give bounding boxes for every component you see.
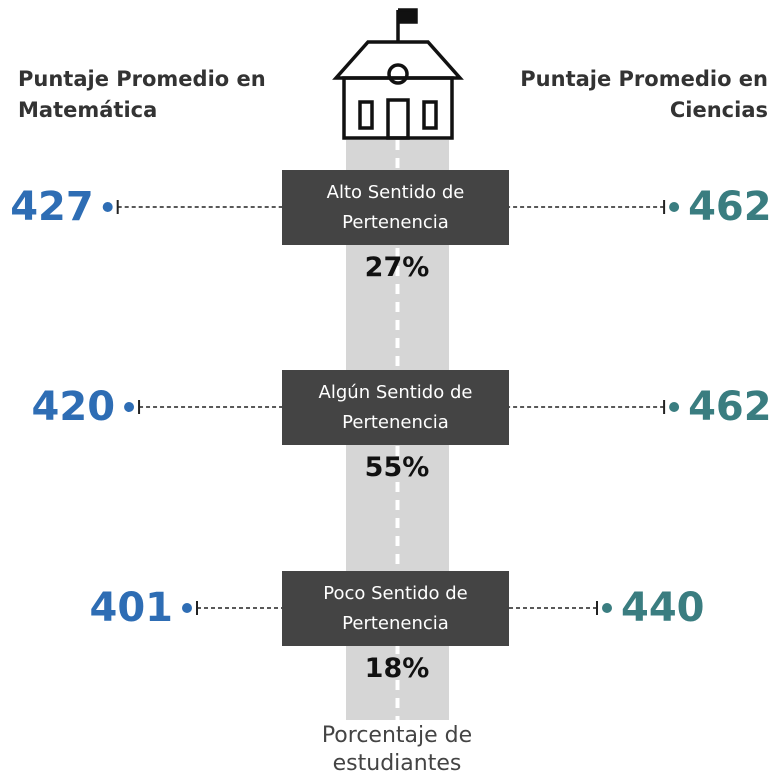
category-box: Algún Sentido de Pertenencia — [282, 370, 509, 445]
value-label: 420 — [32, 384, 116, 430]
dot — [602, 603, 612, 613]
category-box: Poco Sentido de Pertenencia — [282, 571, 509, 646]
dot — [102, 202, 113, 212]
value-label: 427 — [10, 184, 94, 230]
left-header: Puntaje Promedio en Matemática — [18, 67, 266, 122]
value-label: 440 — [621, 585, 705, 631]
right-header: Puntaje Promedio en Ciencias — [520, 67, 768, 122]
share-label: 18% — [364, 653, 430, 684]
value-label: 401 — [90, 585, 174, 631]
share-label: 55% — [364, 452, 430, 483]
dot — [182, 603, 192, 613]
school-icon — [332, 8, 464, 140]
value-label: 462 — [688, 184, 772, 230]
share-label: 27% — [364, 252, 430, 283]
dot — [669, 402, 680, 412]
footer-label: Porcentaje de estudiantes — [321, 723, 473, 776]
value-label: 462 — [688, 384, 772, 430]
dot — [669, 202, 680, 212]
category-box: Alto Sentido de Pertenencia — [282, 170, 509, 245]
dot — [124, 402, 135, 412]
